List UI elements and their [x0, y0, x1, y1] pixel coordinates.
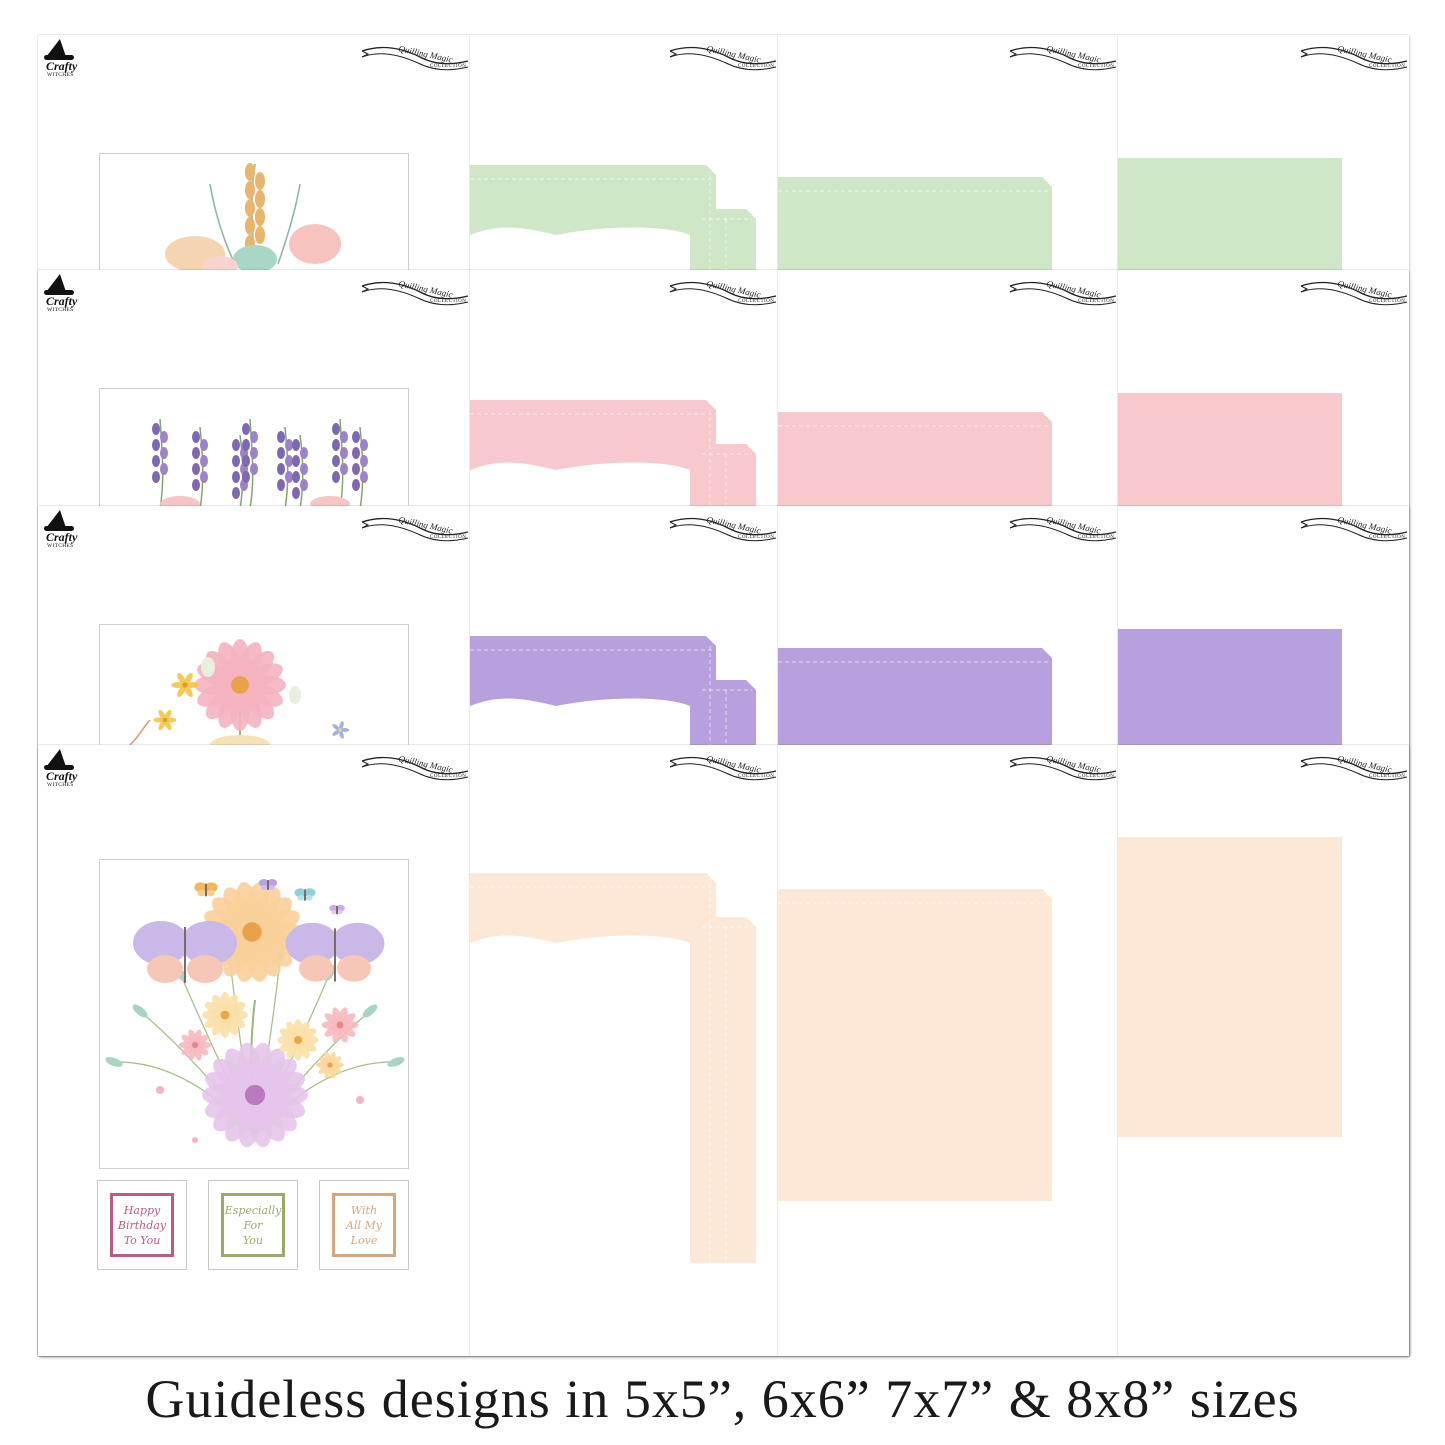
sentiment-text: Especially For You — [224, 1203, 282, 1247]
collection-banner: Quilling Magic COLLECTION — [360, 753, 470, 787]
sentiment-tag-2: Especially For You — [208, 1180, 298, 1270]
banner-subtitle: COLLECTION — [1369, 299, 1406, 304]
logo-subtitle: WITCHES — [47, 307, 74, 313]
banner-subtitle: COLLECTION — [1369, 535, 1406, 540]
collection-banner: Quilling Magic COLLECTION — [1008, 753, 1118, 787]
collection-banner: Quilling Magic COLLECTION — [1008, 514, 1118, 548]
banner-subtitle: COLLECTION — [1369, 774, 1406, 779]
banner-subtitle: COLLECTION — [1078, 535, 1115, 540]
collection-banner: Quilling Magic COLLECTION — [668, 753, 778, 787]
hat-brim — [44, 765, 74, 770]
crafty-witches-logo: Crafty WITCHES — [44, 749, 88, 793]
hat-brim — [44, 290, 74, 295]
crafty-witches-logo: Crafty WITCHES — [44, 510, 88, 554]
banner-subtitle: COLLECTION — [1078, 774, 1115, 779]
sentiment-tag-3: With All My Love — [319, 1180, 409, 1270]
banner-subtitle: COLLECTION — [738, 535, 775, 540]
sheet-row4-col3: Quilling Magic COLLECTION — [778, 745, 1118, 1356]
caption: Guideless designs in 5x5”, 6x6” 7x7” & 8… — [145, 1369, 1300, 1429]
sentiment-frame: Especially For You — [221, 1193, 285, 1257]
logo-title: Crafty — [46, 530, 78, 544]
collection-banner: Quilling Magic COLLECTION — [1008, 278, 1118, 312]
crafty-witches-logo: Crafty WITCHES — [44, 39, 88, 83]
sentiment-tag-1: Happy Birthday To You — [97, 1180, 187, 1270]
collection-banner: Quilling Magic COLLECTION — [1008, 43, 1118, 77]
banner-subtitle: COLLECTION — [1078, 64, 1115, 69]
collection-banner: Quilling Magic COLLECTION — [1299, 753, 1409, 787]
sentiment-text: Happy Birthday To You — [117, 1203, 167, 1247]
logo-subtitle: WITCHES — [47, 543, 74, 549]
sheet-row4-col2: Quilling Magic COLLECTION — [470, 745, 778, 1356]
banner-subtitle: COLLECTION — [430, 774, 467, 779]
banner-subtitle: COLLECTION — [430, 64, 467, 69]
hat-brim — [44, 526, 74, 531]
collection-banner: Quilling Magic COLLECTION — [1299, 514, 1409, 548]
logo-title: Crafty — [46, 59, 78, 73]
banner-subtitle: COLLECTION — [430, 299, 467, 304]
sentiment-frame: Happy Birthday To You — [110, 1193, 174, 1257]
banner-subtitle: COLLECTION — [430, 535, 467, 540]
crafty-witches-logo: Crafty WITCHES — [44, 274, 88, 318]
peach-card-layer-col3 — [778, 889, 1052, 1206]
banner-subtitle: COLLECTION — [738, 774, 775, 779]
banner-subtitle: COLLECTION — [1369, 64, 1406, 69]
hat-brim — [44, 55, 74, 60]
logo-title: Crafty — [46, 769, 78, 783]
sheet-row4-col4: Quilling Magic COLLECTION — [1118, 745, 1409, 1356]
peach-card-layer-col4 — [1118, 837, 1342, 1142]
logo-subtitle: WITCHES — [47, 72, 74, 78]
banner-subtitle: COLLECTION — [1078, 299, 1115, 304]
artwork-butterflies-and-flower-bouquet — [99, 859, 409, 1169]
collection-banner: Quilling Magic COLLECTION — [1299, 278, 1409, 312]
collection-banner: Quilling Magic COLLECTION — [668, 514, 778, 548]
collection-banner: Quilling Magic COLLECTION — [360, 43, 470, 77]
collection-banner: Quilling Magic COLLECTION — [360, 278, 470, 312]
sentiment-text: With All My Love — [346, 1203, 382, 1247]
logo-subtitle: WITCHES — [47, 782, 74, 788]
collection-banner: Quilling Magic COLLECTION — [668, 43, 778, 77]
collection-banner: Quilling Magic COLLECTION — [1299, 43, 1409, 77]
sheet-row4-col1: Crafty WITCHES Quilling Magic COLLECTION Hap… — [38, 745, 470, 1356]
banner-subtitle: COLLECTION — [738, 64, 775, 69]
sentiment-frame: With All My Love — [332, 1193, 396, 1257]
collection-banner: Quilling Magic COLLECTION — [668, 278, 778, 312]
peach-card-layer-col2 — [470, 873, 756, 1268]
collection-banner: Quilling Magic COLLECTION — [360, 514, 470, 548]
logo-title: Crafty — [46, 294, 78, 308]
banner-subtitle: COLLECTION — [738, 299, 775, 304]
